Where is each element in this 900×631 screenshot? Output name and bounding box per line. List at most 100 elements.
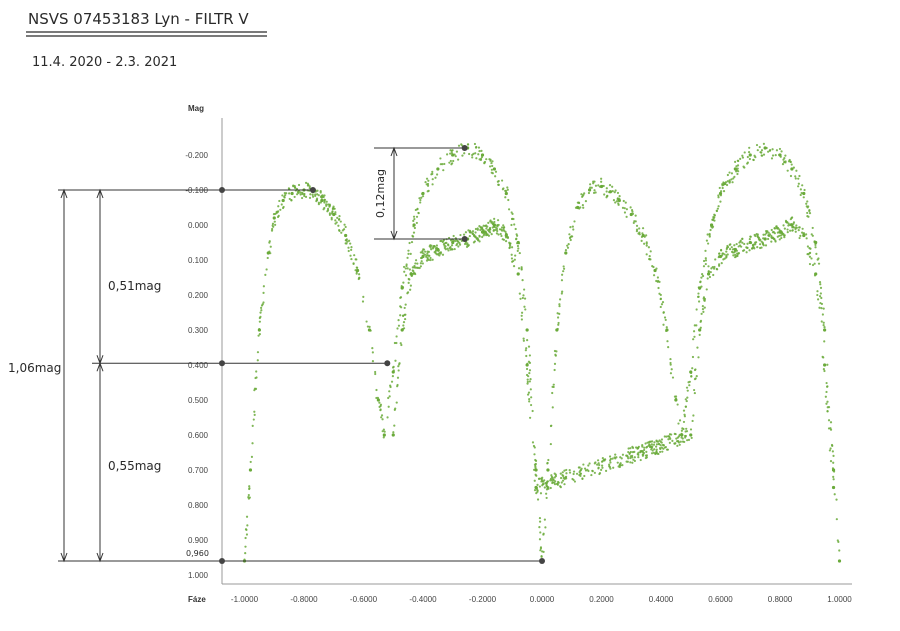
data-point <box>822 321 825 324</box>
data-point <box>833 493 836 496</box>
data-point <box>404 274 408 277</box>
data-point <box>707 272 711 276</box>
data-point <box>831 485 836 490</box>
data-point <box>671 439 674 442</box>
data-point <box>736 172 739 176</box>
data-point <box>253 389 256 392</box>
data-point <box>644 442 647 445</box>
data-point <box>288 197 291 201</box>
data-point <box>431 172 434 175</box>
data-point <box>681 427 684 430</box>
data-point <box>682 420 686 424</box>
data-point <box>735 242 738 246</box>
data-point <box>821 313 824 316</box>
x-tick-label: -0.6000 <box>350 595 378 604</box>
data-point <box>768 234 771 238</box>
data-point <box>396 327 399 330</box>
data-point <box>520 266 523 269</box>
data-point <box>245 515 249 518</box>
data-point <box>717 205 720 208</box>
data-point <box>535 474 538 477</box>
data-point <box>681 437 684 440</box>
data-point <box>778 228 781 231</box>
data-point <box>650 448 653 451</box>
data-point <box>667 435 671 438</box>
data-point <box>833 470 836 473</box>
data-point <box>368 325 371 328</box>
data-point <box>597 467 600 470</box>
data-point <box>337 224 340 227</box>
data-point <box>271 227 274 231</box>
data-point <box>243 558 246 561</box>
data-point <box>436 167 440 171</box>
data-point <box>251 424 254 427</box>
data-point <box>517 272 520 275</box>
data-point <box>693 368 697 372</box>
data-point <box>711 266 714 269</box>
data-point <box>473 235 476 238</box>
data-point <box>565 468 568 472</box>
data-point <box>265 268 268 271</box>
data-point <box>504 196 507 199</box>
data-point <box>463 242 467 246</box>
data-point <box>795 224 798 227</box>
data-point <box>683 434 687 438</box>
data-point <box>615 456 618 459</box>
data-point <box>497 223 500 227</box>
data-point <box>260 304 264 307</box>
data-point <box>325 200 328 203</box>
data-point <box>776 231 779 234</box>
reference-dot <box>539 558 545 564</box>
data-point <box>281 206 285 210</box>
x-axis-label: Fáze <box>188 595 206 604</box>
data-point <box>799 188 802 191</box>
data-point <box>293 195 296 199</box>
data-point <box>611 185 614 188</box>
data-point <box>534 466 537 469</box>
data-point <box>464 231 468 234</box>
data-point <box>540 555 543 558</box>
data-point <box>248 468 253 472</box>
data-point <box>245 533 249 536</box>
data-point <box>700 312 703 315</box>
data-point <box>805 233 808 236</box>
data-point <box>566 244 569 247</box>
data-point <box>724 182 727 185</box>
data-point <box>802 233 806 238</box>
data-point <box>526 362 529 365</box>
data-point <box>397 369 400 372</box>
data-point <box>701 307 705 311</box>
data-point <box>441 253 445 256</box>
data-point <box>382 436 385 439</box>
data-point <box>486 225 489 228</box>
data-point <box>751 243 754 247</box>
data-point <box>511 212 514 216</box>
data-point <box>476 228 479 231</box>
data-point <box>376 396 380 399</box>
data-point <box>631 456 634 459</box>
data-point <box>641 454 645 457</box>
data-point <box>762 153 766 156</box>
data-point <box>453 247 456 251</box>
data-point <box>732 254 735 257</box>
data-point <box>707 270 710 273</box>
data-point <box>802 232 805 235</box>
data-point <box>392 369 395 372</box>
data-point <box>481 226 484 229</box>
data-point <box>500 229 504 232</box>
data-point <box>393 341 396 345</box>
data-point <box>378 401 381 404</box>
data-point <box>589 186 592 189</box>
data-point <box>270 229 274 232</box>
data-point <box>736 164 740 167</box>
data-point <box>507 208 511 211</box>
data-point <box>755 241 758 244</box>
data-point <box>429 258 432 262</box>
data-point <box>478 240 481 243</box>
data-point <box>328 204 331 207</box>
data-point <box>770 237 774 240</box>
data-point <box>588 462 591 465</box>
data-point <box>493 223 496 226</box>
data-point <box>354 258 357 261</box>
data-point <box>778 147 782 151</box>
